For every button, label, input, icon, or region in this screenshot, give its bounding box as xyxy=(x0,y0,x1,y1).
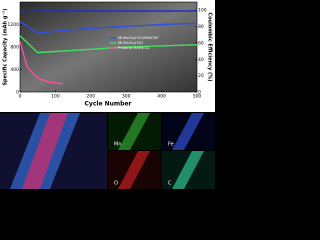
eds-band xyxy=(172,113,204,150)
legend-label: MnFe₂O₄/rGO/MWCNT xyxy=(118,35,160,40)
map-label: C xyxy=(168,181,172,187)
y2-axis-title: Coulombic Efficiency (%) xyxy=(207,12,213,81)
x-tick-label: 500 xyxy=(193,94,202,100)
eds-band xyxy=(172,151,204,189)
y-axis-title: Specific Capacity (mAh g⁻¹) xyxy=(3,8,9,85)
y2-tick-label: 100 xyxy=(198,8,207,14)
series-line xyxy=(19,35,198,54)
y-tick-label: 400 xyxy=(10,67,19,73)
series-line xyxy=(19,41,63,85)
x-tick-label: 300 xyxy=(122,94,131,100)
x-tick-label: 100 xyxy=(51,94,60,100)
y-tick-label: 800 xyxy=(10,45,19,51)
map-label: O xyxy=(114,181,118,187)
x-axis-title: Cycle Number xyxy=(85,101,132,108)
map-label: Mn xyxy=(114,142,121,148)
series-line xyxy=(19,10,197,13)
figure: Mn Fe O C Cycle Number Specific Capacity… xyxy=(0,0,215,189)
series-line xyxy=(19,21,198,34)
y2-tick-label: 20 xyxy=(198,73,204,79)
x-tick-label: 0 xyxy=(19,94,22,100)
map-label: Fe xyxy=(168,142,174,148)
y2-tick-label: 80 xyxy=(198,24,204,30)
legend-label: MnFe₂O₄/rGO xyxy=(118,40,143,45)
y2-tick-label: 60 xyxy=(198,40,204,46)
y2-tick-label: 40 xyxy=(198,57,204,63)
eds-band xyxy=(118,151,150,189)
y-tick-label: 1200 xyxy=(8,22,20,28)
x-tick-label: 400 xyxy=(157,94,166,100)
y-tick-label: 0 xyxy=(16,90,19,96)
tem-image xyxy=(20,2,197,92)
eds-band xyxy=(22,113,68,189)
y2-tick-label: 0 xyxy=(198,90,201,96)
page: Mn Fe O C Cycle Number Specific Capacity… xyxy=(0,0,215,189)
eds-band xyxy=(118,113,150,150)
x-tick-label: 200 xyxy=(87,94,96,100)
legend-label: Pristine MnFe₂O₄ xyxy=(118,45,150,50)
